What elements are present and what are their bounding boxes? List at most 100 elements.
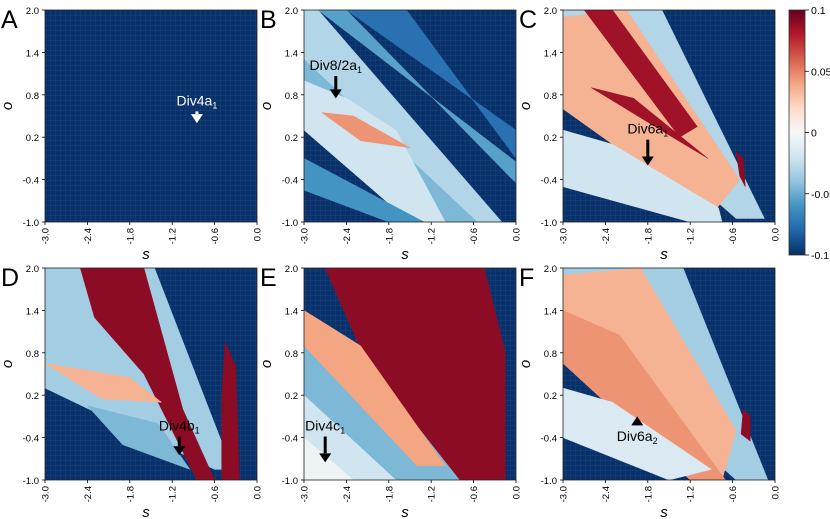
x-tick-label: -2.4 xyxy=(601,486,612,502)
heatmap-region xyxy=(563,268,737,480)
x-tick-label: -1.2 xyxy=(427,486,438,502)
y-tick-label: 0.2 xyxy=(26,391,39,402)
x-axis-label: s xyxy=(660,246,668,263)
y-tick-label: 0.2 xyxy=(26,133,39,144)
annotation-label: Div6a1 xyxy=(627,121,668,139)
panel-E: E 2.0 1.4 0.8 0.2 -0.4 -1.0-3.0 -2.4 -1.8 -1.2 -0.… xyxy=(258,264,523,519)
x-tick-label: -0.6 xyxy=(210,228,221,244)
plot-frame xyxy=(303,9,517,223)
annotation: Div6a2 xyxy=(617,416,658,446)
annotation-arrow-head xyxy=(641,156,654,166)
x-axis-label: s xyxy=(142,246,150,263)
heatmap-region xyxy=(740,408,751,442)
x-tick-label: -0.6 xyxy=(728,486,739,502)
heatmap-region xyxy=(317,10,516,184)
x-tick-label: -1.2 xyxy=(168,228,179,244)
x-tick-label: 0.0 xyxy=(771,228,782,241)
x-axis-label: s xyxy=(401,246,409,263)
x-tick-label: -0.6 xyxy=(469,228,480,244)
y-axis-label: o xyxy=(517,102,534,110)
heatmap-region xyxy=(583,10,698,138)
y-tick-label: 1.4 xyxy=(26,306,39,317)
heatmap-region xyxy=(320,112,411,149)
y-tick-label: 0.2 xyxy=(285,133,298,144)
x-tick-label: 0.0 xyxy=(512,486,523,499)
y-tick-label: 0.2 xyxy=(544,133,557,144)
annotation: Div4b1 xyxy=(159,418,200,456)
y-tick-label: -1.0 xyxy=(282,476,298,487)
y-tick-label: 1.4 xyxy=(26,48,39,59)
y-tick-label: -1.0 xyxy=(541,218,557,229)
heatmap-region xyxy=(735,150,746,187)
y-tick-label: 0.2 xyxy=(285,391,298,402)
heatmap-region xyxy=(304,158,425,222)
x-tick-label: -3.0 xyxy=(41,228,52,244)
y-tick-label: -0.4 xyxy=(541,176,557,187)
panel-letter: C xyxy=(519,6,537,34)
x-tick-label: 0.0 xyxy=(771,486,782,499)
colorbar-tick-label: 0.1 xyxy=(811,5,826,17)
y-tick-label: 2.0 xyxy=(26,264,39,275)
annotation-arrow-head xyxy=(631,416,644,426)
plot-frame xyxy=(44,267,258,481)
y-tick-label: 2.0 xyxy=(544,6,557,17)
x-tick-label: -3.0 xyxy=(300,486,311,502)
x-tick-label: -1.2 xyxy=(686,228,697,244)
x-tick-label: 0.0 xyxy=(512,228,523,241)
y-tick-label: -1.0 xyxy=(282,218,298,229)
panel-F: F 2.0 1.4 0.8 0.2 -0.4 -1.0-3.0 -2.4 -1.8 -1.2 -0.… xyxy=(517,264,782,519)
colorbar-tick-label: -0.05 xyxy=(811,189,830,201)
heatmap-region xyxy=(304,310,446,467)
plot-frame xyxy=(303,267,517,481)
y-tick-label: 2.0 xyxy=(285,6,298,17)
heatmap-region xyxy=(221,342,240,480)
plot-frame xyxy=(562,9,776,223)
x-tick-label: -1.8 xyxy=(125,486,136,502)
y-tick-label: -1.0 xyxy=(541,476,557,487)
annotation: Div4a1 xyxy=(177,92,218,124)
x-tick-label: -2.4 xyxy=(83,486,94,502)
panel-letter: E xyxy=(260,264,277,292)
x-tick-label: -1.8 xyxy=(125,228,136,244)
annotation-arrow-head xyxy=(173,446,186,456)
colorbar-tick-label: 0.05 xyxy=(811,66,830,78)
x-tick-label: -2.4 xyxy=(342,228,353,244)
panel-letter: B xyxy=(260,6,277,34)
x-tick-label: -1.2 xyxy=(427,228,438,244)
y-tick-label: -0.4 xyxy=(282,434,298,445)
y-tick-label: 2.0 xyxy=(544,264,557,275)
x-tick-label: -3.0 xyxy=(559,486,570,502)
heatmap-region xyxy=(86,405,191,470)
y-tick-label: 0.8 xyxy=(26,91,39,102)
plot-frame xyxy=(44,9,258,223)
x-tick-label: -0.6 xyxy=(210,486,221,502)
annotation-label: Div4c1 xyxy=(305,418,345,436)
panel-A: A 2.0 1.4 0.8 0.2 -0.4 -1.0-3.0 -2.4 -1.8 -1.2 -0.… xyxy=(0,6,264,263)
x-tick-label: -1.8 xyxy=(643,228,654,244)
y-tick-label: 2.0 xyxy=(26,6,39,17)
y-tick-label: -1.0 xyxy=(23,218,39,229)
heatmap-region xyxy=(345,10,516,159)
heatmap-region xyxy=(591,87,709,159)
y-tick-label: 1.4 xyxy=(544,306,557,317)
panel-B: B 2.0 1.4 0.8 0.2 -0.4 -1.0-3.0 -2.4 -1.8 -1.2 -0.… xyxy=(258,6,523,263)
x-tick-label: -1.8 xyxy=(384,228,395,244)
colorbar-tick-label: 0 xyxy=(811,128,817,140)
y-axis-label: o xyxy=(0,360,16,368)
heatmap-region xyxy=(563,310,726,480)
x-tick-label: -0.6 xyxy=(728,228,739,244)
x-tick-label: -2.4 xyxy=(342,486,353,502)
annotation-arrow-head xyxy=(190,114,203,124)
annotation-label: Div4a1 xyxy=(177,92,218,110)
panel-letter: D xyxy=(1,264,19,292)
annotation-arrow-head xyxy=(329,89,342,99)
x-tick-label: -1.8 xyxy=(384,486,395,502)
y-tick-label: 0.2 xyxy=(544,391,557,402)
heatmap-region xyxy=(80,268,215,480)
x-axis-label: s xyxy=(142,504,150,519)
x-tick-label: -0.6 xyxy=(469,486,480,502)
x-tick-label: 0.0 xyxy=(253,486,264,499)
y-tick-label: -1.0 xyxy=(23,476,39,487)
y-tick-label: -0.4 xyxy=(23,434,39,445)
